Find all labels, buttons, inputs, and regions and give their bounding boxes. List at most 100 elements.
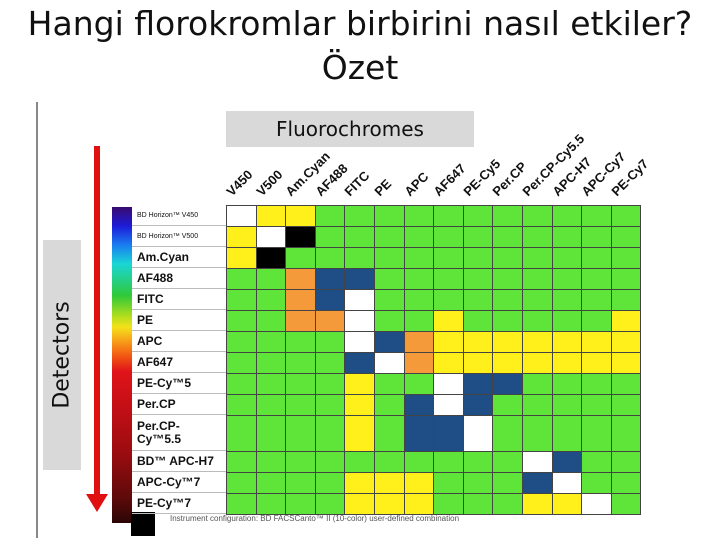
matrix-cell bbox=[226, 415, 257, 452]
row-label: APC-Cy™7 bbox=[132, 472, 227, 493]
matrix-cell bbox=[374, 394, 405, 416]
row-label: Per.CP- Cy™5.5 bbox=[132, 415, 227, 451]
matrix-cell bbox=[433, 247, 464, 269]
matrix-cell bbox=[433, 451, 464, 473]
matrix-cell bbox=[285, 373, 316, 395]
matrix-cell bbox=[610, 493, 642, 515]
matrix-cell bbox=[610, 247, 642, 269]
matrix-cell bbox=[285, 268, 316, 290]
matrix-cell bbox=[522, 472, 553, 494]
matrix-cell bbox=[344, 205, 375, 227]
matrix-cell bbox=[255, 247, 287, 269]
matrix-cell bbox=[581, 493, 612, 515]
matrix-cell bbox=[226, 472, 257, 494]
matrix-cell bbox=[255, 205, 287, 227]
matrix-cell bbox=[344, 394, 375, 416]
column-label: V450 bbox=[223, 166, 256, 199]
matrix-cell bbox=[551, 289, 583, 311]
matrix-cell bbox=[522, 352, 553, 374]
matrix-cell bbox=[403, 331, 435, 353]
matrix-cell bbox=[285, 247, 316, 269]
matrix-cell bbox=[462, 331, 494, 353]
matrix-cell bbox=[344, 352, 375, 374]
matrix-cell bbox=[403, 472, 435, 494]
matrix-cell bbox=[255, 415, 287, 452]
matrix-cell bbox=[255, 226, 287, 248]
matrix-cell bbox=[344, 247, 375, 269]
matrix-cell bbox=[255, 373, 287, 395]
matrix-cell bbox=[610, 415, 642, 452]
row-label: AF647 bbox=[132, 352, 227, 373]
matrix-cell bbox=[314, 247, 346, 269]
matrix-cell bbox=[492, 451, 523, 473]
matrix-cell bbox=[492, 226, 523, 248]
matrix-cell bbox=[551, 493, 583, 515]
matrix-cell bbox=[551, 394, 583, 416]
matrix-cell bbox=[433, 394, 464, 416]
matrix-cell bbox=[522, 226, 553, 248]
matrix-cell bbox=[581, 331, 612, 353]
matrix-cell bbox=[344, 451, 375, 473]
footnote: Instrument configuration: BD FACSCanto™ … bbox=[170, 514, 460, 523]
matrix-cell bbox=[492, 205, 523, 227]
matrix-cell bbox=[492, 310, 523, 332]
matrix-cell bbox=[226, 373, 257, 395]
spectrum-bar bbox=[112, 207, 132, 523]
matrix-cell bbox=[492, 352, 523, 374]
matrix-cell bbox=[344, 268, 375, 290]
matrix-cell bbox=[462, 394, 494, 416]
matrix-cell bbox=[374, 493, 405, 515]
matrix-cell bbox=[314, 331, 346, 353]
row-label: Per.CP bbox=[132, 394, 227, 415]
matrix-cell bbox=[551, 451, 583, 473]
matrix-cell bbox=[314, 352, 346, 374]
matrix-cell bbox=[492, 472, 523, 494]
matrix-cell bbox=[610, 394, 642, 416]
row-label: PE bbox=[132, 310, 227, 331]
matrix-cell bbox=[285, 352, 316, 374]
matrix-cell bbox=[581, 268, 612, 290]
matrix-cell bbox=[403, 451, 435, 473]
matrix-cell bbox=[314, 310, 346, 332]
matrix-cell bbox=[462, 289, 494, 311]
matrix-cell bbox=[403, 289, 435, 311]
matrix-cell bbox=[581, 310, 612, 332]
matrix-cell bbox=[344, 226, 375, 248]
matrix-cell bbox=[433, 268, 464, 290]
matrix-cell bbox=[522, 451, 553, 473]
divider-line bbox=[36, 102, 38, 538]
matrix-cell bbox=[403, 226, 435, 248]
matrix-cell bbox=[226, 331, 257, 353]
matrix-cell bbox=[255, 493, 287, 515]
matrix-cell bbox=[492, 247, 523, 269]
matrix-cell bbox=[551, 331, 583, 353]
matrix-cell bbox=[462, 310, 494, 332]
matrix-cell bbox=[551, 226, 583, 248]
matrix-cell bbox=[462, 247, 494, 269]
matrix-cell bbox=[285, 493, 316, 515]
matrix-cell bbox=[403, 310, 435, 332]
matrix-cell bbox=[610, 310, 642, 332]
matrix-cell bbox=[226, 451, 257, 473]
matrix-cell bbox=[433, 493, 464, 515]
matrix-cell bbox=[403, 493, 435, 515]
matrix-cell bbox=[374, 331, 405, 353]
matrix-cell bbox=[492, 415, 523, 452]
matrix-cell bbox=[374, 373, 405, 395]
matrix-cell bbox=[285, 331, 316, 353]
matrix-cell bbox=[314, 472, 346, 494]
matrix-cell bbox=[226, 226, 257, 248]
matrix-cell bbox=[285, 226, 316, 248]
matrix-cell bbox=[403, 373, 435, 395]
matrix-cell bbox=[433, 226, 464, 248]
row-label: APC bbox=[132, 331, 227, 352]
matrix-cell bbox=[255, 472, 287, 494]
matrix-cell bbox=[433, 289, 464, 311]
matrix-cell bbox=[522, 493, 553, 515]
column-label: AF647 bbox=[430, 160, 469, 199]
matrix-cell bbox=[581, 247, 612, 269]
matrix-cell bbox=[285, 415, 316, 452]
matrix-cell bbox=[492, 331, 523, 353]
column-label: APC bbox=[400, 168, 432, 199]
matrix-cell bbox=[226, 394, 257, 416]
